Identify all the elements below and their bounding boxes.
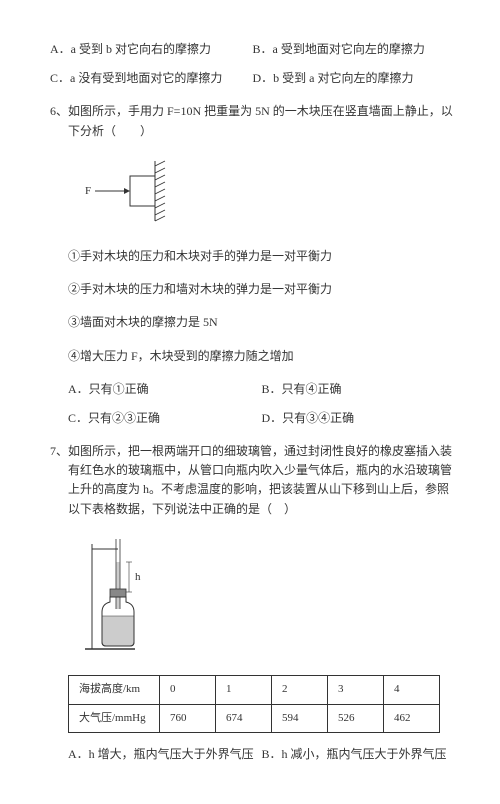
- q5-option-c: C．a 没有受到地面对它的摩擦力: [50, 69, 253, 88]
- q5-option-d: D．b 受到 a 对它向左的摩擦力: [253, 69, 456, 88]
- row1-label: 海拔高度/km: [69, 676, 160, 705]
- table-row: 海拔高度/km 0 1 2 3 4: [69, 676, 440, 705]
- q6-options-row2: C．只有②③正确 D．只有③④正确: [50, 409, 455, 428]
- q6-options-row1: A．只有①正确 B．只有④正确: [50, 380, 455, 399]
- cell: 3: [328, 676, 384, 705]
- q6-force-label: F: [85, 185, 91, 197]
- q7-option-b: B．h 减小，瓶内气压大于外界气压: [262, 745, 456, 764]
- q7-text: 7、如图所示，把一根两端开口的细玻璃管，通过封闭性良好的橡皮塞插入装有红色水的玻…: [50, 442, 455, 519]
- q6-svg: F: [80, 156, 200, 226]
- cell: 526: [328, 704, 384, 733]
- q7-svg: h: [80, 534, 160, 654]
- q7-h-label: h: [135, 571, 141, 583]
- q5-option-b: B．a 受到地面对它向左的摩擦力: [253, 40, 456, 59]
- q5-options-row2: C．a 没有受到地面对它的摩擦力 D．b 受到 a 对它向左的摩擦力: [50, 69, 455, 88]
- q7-option-a: A．h 增大，瓶内气压大于外界气压: [68, 745, 262, 764]
- cell: 594: [272, 704, 328, 733]
- cell: 4: [384, 676, 440, 705]
- cell: 674: [216, 704, 272, 733]
- q7-diagram: h: [80, 534, 455, 660]
- q5-options-row1: A．a 受到 b 对它向右的摩擦力 B．a 受到地面对它向左的摩擦力: [50, 40, 455, 59]
- cell: 1: [216, 676, 272, 705]
- q6-option-d: D．只有③④正确: [262, 409, 456, 428]
- q6-stmt4: ④增大压力 F，木块受到的摩擦力随之增加: [50, 347, 455, 366]
- cell: 0: [160, 676, 216, 705]
- q6-option-b: B．只有④正确: [262, 380, 456, 399]
- q6-stmt3: ③墙面对木块的摩擦力是 5N: [50, 313, 455, 332]
- cell: 2: [272, 676, 328, 705]
- cell: 462: [384, 704, 440, 733]
- q6-option-a: A．只有①正确: [68, 380, 262, 399]
- cell: 760: [160, 704, 216, 733]
- q7-options-row1: A．h 增大，瓶内气压大于外界气压 B．h 减小，瓶内气压大于外界气压: [50, 745, 455, 764]
- q5-option-a: A．a 受到 b 对它向右的摩擦力: [50, 40, 253, 59]
- table-row: 大气压/mmHg 760 674 594 526 462: [69, 704, 440, 733]
- row2-label: 大气压/mmHg: [69, 704, 160, 733]
- q6-text: 6、如图所示，手用力 F=10N 把重量为 5N 的一木块压在竖直墙面上静止，以…: [50, 102, 455, 140]
- q6-stmt1: ①手对木块的压力和木块对手的弹力是一对平衡力: [50, 247, 455, 266]
- q7-table: 海拔高度/km 0 1 2 3 4 大气压/mmHg 760 674 594 5…: [68, 675, 440, 733]
- q6-diagram: F: [80, 156, 455, 232]
- q6-stmt2: ②手对木块的压力和墙对木块的弹力是一对平衡力: [50, 280, 455, 299]
- q6-option-c: C．只有②③正确: [68, 409, 262, 428]
